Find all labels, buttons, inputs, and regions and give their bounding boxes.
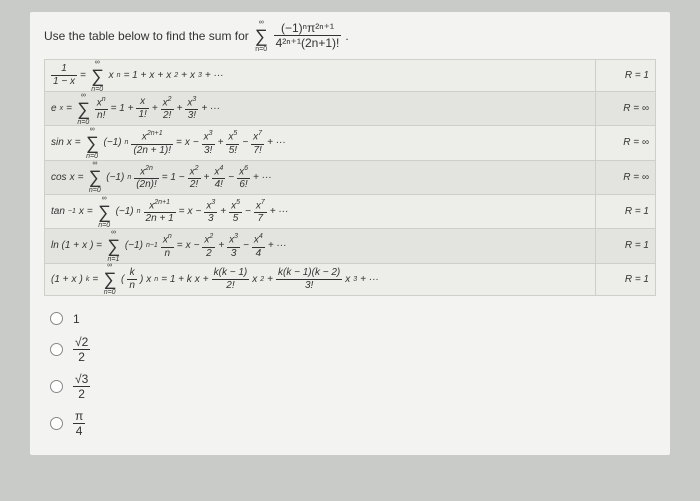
prompt-fraction: (−1)ⁿπ²ⁿ⁺¹ 4²ⁿ⁺¹(2n+1)! (274, 22, 342, 49)
option-label: π4 (73, 410, 85, 437)
table-row: ex = ∞∑n=0 xnn! = 1 + x1! + x22! + x33! … (45, 92, 656, 126)
option-label: √32 (73, 373, 90, 400)
radius-cell: R = 1 (596, 229, 656, 263)
radius-cell: R = 1 (596, 263, 656, 295)
radius-cell: R = ∞ (596, 160, 656, 194)
series-cell: (1 + x)k = ∞∑n=0 (kn) xn = 1 + kx + k(k … (45, 263, 596, 295)
sum-symbol: ∞ ∑ n=0 (255, 27, 268, 45)
radio-icon[interactable] (50, 312, 63, 325)
series-cell: ex = ∞∑n=0 xnn! = 1 + x1! + x22! + x33! … (45, 92, 596, 126)
table-row: sin x = ∞∑n=0 (−1)n x2n+1(2n + 1)! = x −… (45, 126, 656, 160)
table-row: 11 − x = ∞∑n=0 xn = 1 + x + x2 + x3 + ··… (45, 60, 656, 92)
table-row: (1 + x)k = ∞∑n=0 (kn) xn = 1 + kx + k(k … (45, 263, 656, 295)
radius-cell: R = 1 (596, 60, 656, 92)
series-cell: sin x = ∞∑n=0 (−1)n x2n+1(2n + 1)! = x −… (45, 126, 596, 160)
radius-cell: R = 1 (596, 194, 656, 228)
question-panel: Use the table below to find the sum for … (30, 12, 670, 455)
series-cell: ln (1 + x) = ∞∑n=1 (−1)n−1 xnn = x − x22… (45, 229, 596, 263)
answer-option-3[interactable]: π4 (50, 410, 656, 437)
table-row: cos x = ∞∑n=0 (−1)n x2n(2n)! = 1 − x22! … (45, 160, 656, 194)
answer-option-0[interactable]: 1 (50, 312, 656, 326)
option-label: √22 (73, 336, 90, 363)
prompt-text: Use the table below to find the sum for (44, 29, 249, 43)
radio-icon[interactable] (50, 417, 63, 430)
radio-icon[interactable] (50, 380, 63, 393)
option-label: 1 (73, 312, 80, 326)
answer-options: 1 √22 √32 π4 (50, 312, 656, 437)
radio-icon[interactable] (50, 343, 63, 356)
series-cell: 11 − x = ∞∑n=0 xn = 1 + x + x2 + x3 + ··… (45, 60, 596, 92)
table-row: ln (1 + x) = ∞∑n=1 (−1)n−1 xnn = x − x22… (45, 229, 656, 263)
radius-cell: R = ∞ (596, 126, 656, 160)
radius-cell: R = ∞ (596, 92, 656, 126)
question-prompt: Use the table below to find the sum for … (44, 22, 656, 49)
series-cell: cos x = ∞∑n=0 (−1)n x2n(2n)! = 1 − x22! … (45, 160, 596, 194)
answer-option-2[interactable]: √32 (50, 373, 656, 400)
table-row: tan−1x = ∞∑n=0 (−1)n x2n+12n + 1 = x − x… (45, 194, 656, 228)
series-cell: tan−1x = ∞∑n=0 (−1)n x2n+12n + 1 = x − x… (45, 194, 596, 228)
answer-option-1[interactable]: √22 (50, 336, 656, 363)
series-table: 11 − x = ∞∑n=0 xn = 1 + x + x2 + x3 + ··… (44, 59, 656, 296)
